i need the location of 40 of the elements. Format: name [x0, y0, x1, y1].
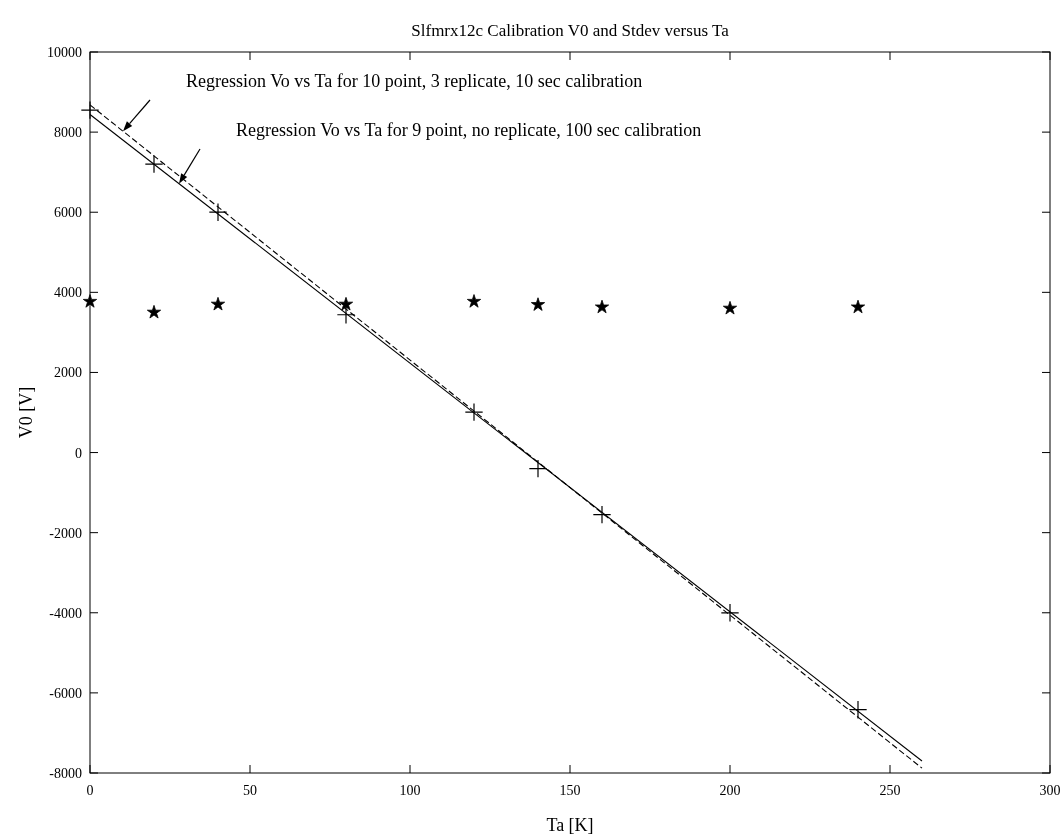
y-tick-label: -6000	[49, 685, 82, 701]
point	[528, 459, 548, 478]
point	[722, 300, 738, 315]
x-tick-label: 300	[1039, 783, 1061, 798]
point	[594, 299, 610, 314]
point	[530, 297, 546, 311]
x-tick-label: 200	[719, 783, 741, 798]
point	[466, 294, 482, 308]
y-tick-label: -2000	[49, 525, 82, 541]
y-tick-label: 2000	[54, 365, 82, 381]
point	[82, 294, 98, 308]
y-tick-label: 6000	[54, 205, 82, 221]
x-tick-label: 0	[86, 783, 94, 798]
point	[850, 299, 866, 314]
point	[144, 154, 164, 174]
y-tick-label: -8000	[49, 766, 82, 781]
y-tick-label: -4000	[49, 605, 82, 621]
x-tick-label: 50	[243, 783, 257, 798]
x-tick-label: 150	[559, 783, 581, 798]
point	[464, 402, 484, 422]
point	[592, 505, 612, 524]
x-tick-label: 250	[879, 783, 901, 798]
x-tick-label: 100	[399, 783, 421, 798]
x-axis-title: Ta [K]	[546, 815, 594, 835]
point	[146, 304, 162, 319]
chart-title: Slfmrx12c Calibration V0 and Stdev versus Ta	[411, 21, 730, 40]
y-tick-label: 0	[75, 445, 82, 461]
y-tick-label: 10000	[47, 45, 82, 60]
point	[210, 296, 226, 311]
point	[720, 603, 740, 623]
y-axis-title: V0 [V]	[16, 386, 36, 439]
y-tick-label: 8000	[54, 125, 82, 141]
y-tick-label: 4000	[54, 285, 82, 301]
annotation: Regression Vo vs Ta for 9 point, no replicate, 100 sec calibration	[236, 120, 702, 140]
point	[848, 700, 868, 719]
annotation: Regression Vo vs Ta for 10 point, 3 replicate, 10 sec calibration	[186, 71, 643, 91]
point	[336, 305, 356, 325]
point	[208, 202, 228, 222]
point	[338, 296, 354, 311]
point	[80, 100, 100, 120]
